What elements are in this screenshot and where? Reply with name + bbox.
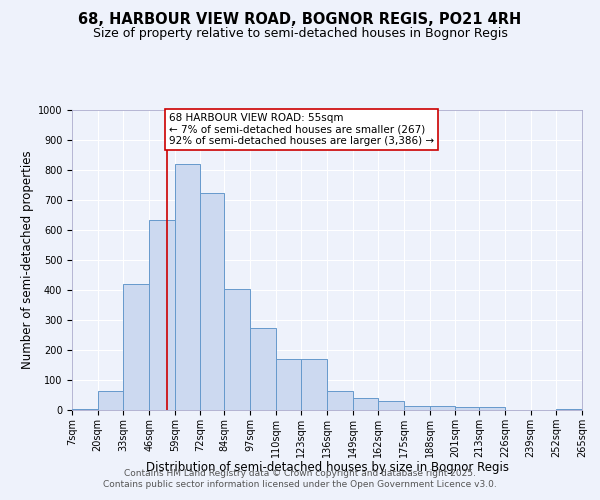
Bar <box>327 390 353 410</box>
Y-axis label: Number of semi-detached properties: Number of semi-detached properties <box>20 150 34 370</box>
Bar <box>301 359 327 410</box>
Bar <box>379 401 404 410</box>
Text: Contains HM Land Registry data © Crown copyright and database right 2025.: Contains HM Land Registry data © Crown c… <box>124 468 476 477</box>
Bar <box>250 328 275 410</box>
Bar <box>175 164 200 410</box>
Bar <box>149 220 175 410</box>
Bar <box>124 284 149 410</box>
Bar <box>98 390 124 410</box>
Text: 68 HARBOUR VIEW ROAD: 55sqm
← 7% of semi-detached houses are smaller (267)
92% o: 68 HARBOUR VIEW ROAD: 55sqm ← 7% of semi… <box>169 113 434 146</box>
Bar <box>353 398 379 410</box>
Bar <box>275 359 301 410</box>
Bar <box>200 192 224 410</box>
Text: Size of property relative to semi-detached houses in Bognor Regis: Size of property relative to semi-detach… <box>92 28 508 40</box>
Bar <box>224 288 250 410</box>
X-axis label: Distribution of semi-detached houses by size in Bognor Regis: Distribution of semi-detached houses by … <box>146 462 509 474</box>
Text: Contains public sector information licensed under the Open Government Licence v3: Contains public sector information licen… <box>103 480 497 489</box>
Bar <box>479 407 505 410</box>
Bar <box>556 408 582 410</box>
Bar <box>72 408 98 410</box>
Bar <box>430 406 455 410</box>
Text: 68, HARBOUR VIEW ROAD, BOGNOR REGIS, PO21 4RH: 68, HARBOUR VIEW ROAD, BOGNOR REGIS, PO2… <box>79 12 521 28</box>
Bar <box>455 407 479 410</box>
Bar <box>404 406 430 410</box>
